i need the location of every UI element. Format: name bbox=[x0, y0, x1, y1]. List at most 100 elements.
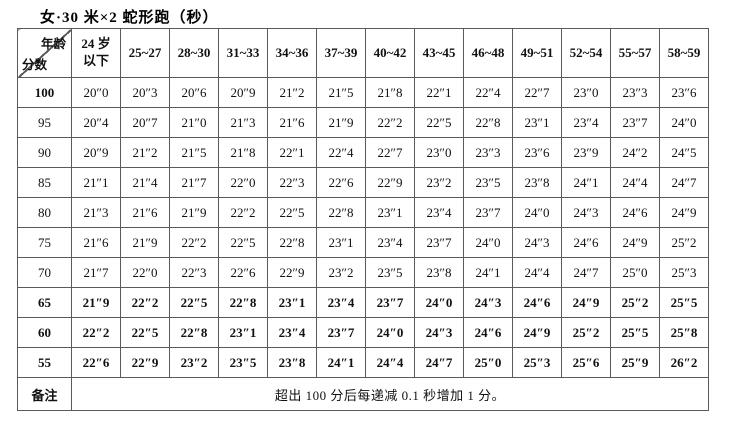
time-cell: 23″2 bbox=[169, 347, 219, 378]
time-cell: 22″5 bbox=[120, 317, 170, 348]
time-cell: 24″0 bbox=[414, 287, 464, 318]
time-cell: 24″5 bbox=[659, 137, 709, 168]
time-cell: 22″0 bbox=[218, 167, 268, 198]
time-cell: 22″5 bbox=[267, 197, 317, 228]
time-cell: 24″3 bbox=[414, 317, 464, 348]
time-cell: 24″9 bbox=[512, 317, 562, 348]
score-row-60: 60 22″2 22″5 22″8 23″1 23″4 23″7 24″0 24″3 24″6 24… bbox=[17, 317, 709, 348]
remark-row: 备注 超出 100 分后每递减 0.1 秒增加 1 分。 bbox=[17, 377, 709, 411]
time-cell: 23″1 bbox=[267, 287, 317, 318]
time-cell: 23″2 bbox=[316, 257, 366, 288]
time-cell: 23″7 bbox=[316, 317, 366, 348]
score-row-90: 90 20″9 21″2 21″5 21″8 22″1 22″4 22″7 23″0 23″3 23… bbox=[17, 137, 709, 168]
time-cell: 20″7 bbox=[120, 107, 170, 138]
time-cell: 20″9 bbox=[218, 77, 268, 108]
age-column-header-0: 24 岁 以下 bbox=[71, 28, 121, 78]
time-cell: 21″6 bbox=[71, 227, 121, 258]
time-cell: 22″5 bbox=[169, 287, 219, 318]
time-cell: 23″8 bbox=[512, 167, 562, 198]
time-cell: 23″1 bbox=[316, 227, 366, 258]
time-cell: 21″3 bbox=[218, 107, 268, 138]
time-cell: 22″1 bbox=[267, 137, 317, 168]
age-column-header-7: 43~45 bbox=[414, 28, 464, 78]
time-cell: 21″6 bbox=[267, 107, 317, 138]
time-cell: 20″9 bbox=[71, 137, 121, 168]
time-cell: 25″2 bbox=[610, 287, 660, 318]
time-cell: 22″9 bbox=[120, 347, 170, 378]
time-cell: 23″3 bbox=[463, 137, 513, 168]
time-cell: 23″9 bbox=[561, 137, 611, 168]
age-column-header-12: 58~59 bbox=[659, 28, 709, 78]
time-cell: 24″0 bbox=[365, 317, 415, 348]
score-row-100: 100 20″0 20″3 20″6 20″9 21″2 21″5 21″8 22″1 22″4 2… bbox=[17, 77, 709, 108]
time-cell: 21″3 bbox=[71, 197, 121, 228]
score-label: 95 bbox=[17, 107, 72, 138]
score-label: 85 bbox=[17, 167, 72, 198]
time-cell: 23″6 bbox=[512, 137, 562, 168]
time-cell: 20″6 bbox=[169, 77, 219, 108]
time-cell: 23″6 bbox=[659, 77, 709, 108]
time-cell: 24″6 bbox=[561, 227, 611, 258]
time-cell: 23″7 bbox=[365, 287, 415, 318]
score-label: 60 bbox=[17, 317, 72, 348]
time-cell: 21″0 bbox=[169, 107, 219, 138]
remark-label: 备注 bbox=[17, 377, 72, 411]
time-cell: 23″4 bbox=[414, 197, 464, 228]
score-row-55: 55 22″6 22″9 23″2 23″5 23″8 24″1 24″4 24″7 25″0 25… bbox=[17, 347, 709, 378]
time-cell: 24″6 bbox=[512, 287, 562, 318]
time-cell: 22″5 bbox=[414, 107, 464, 138]
time-cell: 23″0 bbox=[561, 77, 611, 108]
score-label: 90 bbox=[17, 137, 72, 168]
time-cell: 22″9 bbox=[365, 167, 415, 198]
time-cell: 21″9 bbox=[71, 287, 121, 318]
age-column-header-1: 25~27 bbox=[120, 28, 170, 78]
time-cell: 22″2 bbox=[218, 197, 268, 228]
age-column-header-8: 46~48 bbox=[463, 28, 513, 78]
time-cell: 24″3 bbox=[561, 197, 611, 228]
time-cell: 23″4 bbox=[316, 287, 366, 318]
time-cell: 25″5 bbox=[659, 287, 709, 318]
time-cell: 21″2 bbox=[120, 137, 170, 168]
time-cell: 24″4 bbox=[512, 257, 562, 288]
age-column-header-11: 55~57 bbox=[610, 28, 660, 78]
time-cell: 25″9 bbox=[610, 347, 660, 378]
age-column-header-10: 52~54 bbox=[561, 28, 611, 78]
score-row-70: 70 21″7 22″0 22″3 22″6 22″9 23″2 23″5 23″8 24″1 24… bbox=[17, 257, 709, 288]
time-cell: 24″0 bbox=[659, 107, 709, 138]
time-cell: 22″1 bbox=[414, 77, 464, 108]
score-row-75: 75 21″6 21″9 22″2 22″5 22″8 23″1 23″4 23″7 24″0 24… bbox=[17, 227, 709, 258]
time-cell: 22″4 bbox=[316, 137, 366, 168]
remark-text: 超出 100 分后每递减 0.1 秒增加 1 分。 bbox=[71, 377, 709, 411]
time-cell: 22″7 bbox=[512, 77, 562, 108]
time-cell: 21″2 bbox=[267, 77, 317, 108]
time-cell: 24″9 bbox=[610, 227, 660, 258]
time-cell: 23″8 bbox=[267, 347, 317, 378]
header-row: 年龄 分数 24 岁 以下 25~27 28~30 31~33 34~36 37~39 40… bbox=[17, 28, 709, 78]
time-cell: 24″7 bbox=[659, 167, 709, 198]
time-cell: 25″2 bbox=[561, 317, 611, 348]
time-cell: 25″0 bbox=[610, 257, 660, 288]
time-cell: 21″6 bbox=[120, 197, 170, 228]
time-cell: 24″3 bbox=[512, 227, 562, 258]
time-cell: 25″3 bbox=[659, 257, 709, 288]
time-cell: 24″3 bbox=[463, 287, 513, 318]
time-cell: 23″5 bbox=[365, 257, 415, 288]
time-cell: 23″4 bbox=[365, 227, 415, 258]
age-column-header-9: 49~51 bbox=[512, 28, 562, 78]
time-cell: 24″1 bbox=[316, 347, 366, 378]
time-cell: 23″7 bbox=[610, 107, 660, 138]
time-cell: 23″4 bbox=[267, 317, 317, 348]
corner-cell: 年龄 分数 bbox=[17, 28, 72, 78]
time-cell: 21″4 bbox=[120, 167, 170, 198]
time-cell: 23″3 bbox=[610, 77, 660, 108]
time-cell: 23″1 bbox=[218, 317, 268, 348]
corner-age-label: 年龄 bbox=[40, 37, 66, 51]
score-row-65: 65 21″9 22″2 22″5 22″8 23″1 23″4 23″7 24″0 24″3 24… bbox=[17, 287, 709, 318]
time-cell: 22″8 bbox=[267, 227, 317, 258]
time-cell: 24″9 bbox=[659, 197, 709, 228]
time-cell: 21″8 bbox=[365, 77, 415, 108]
time-cell: 26″2 bbox=[659, 347, 709, 378]
score-row-80: 80 21″3 21″6 21″9 22″2 22″5 22″8 23″1 23″4 23″7 24… bbox=[17, 197, 709, 228]
time-cell: 22″8 bbox=[316, 197, 366, 228]
